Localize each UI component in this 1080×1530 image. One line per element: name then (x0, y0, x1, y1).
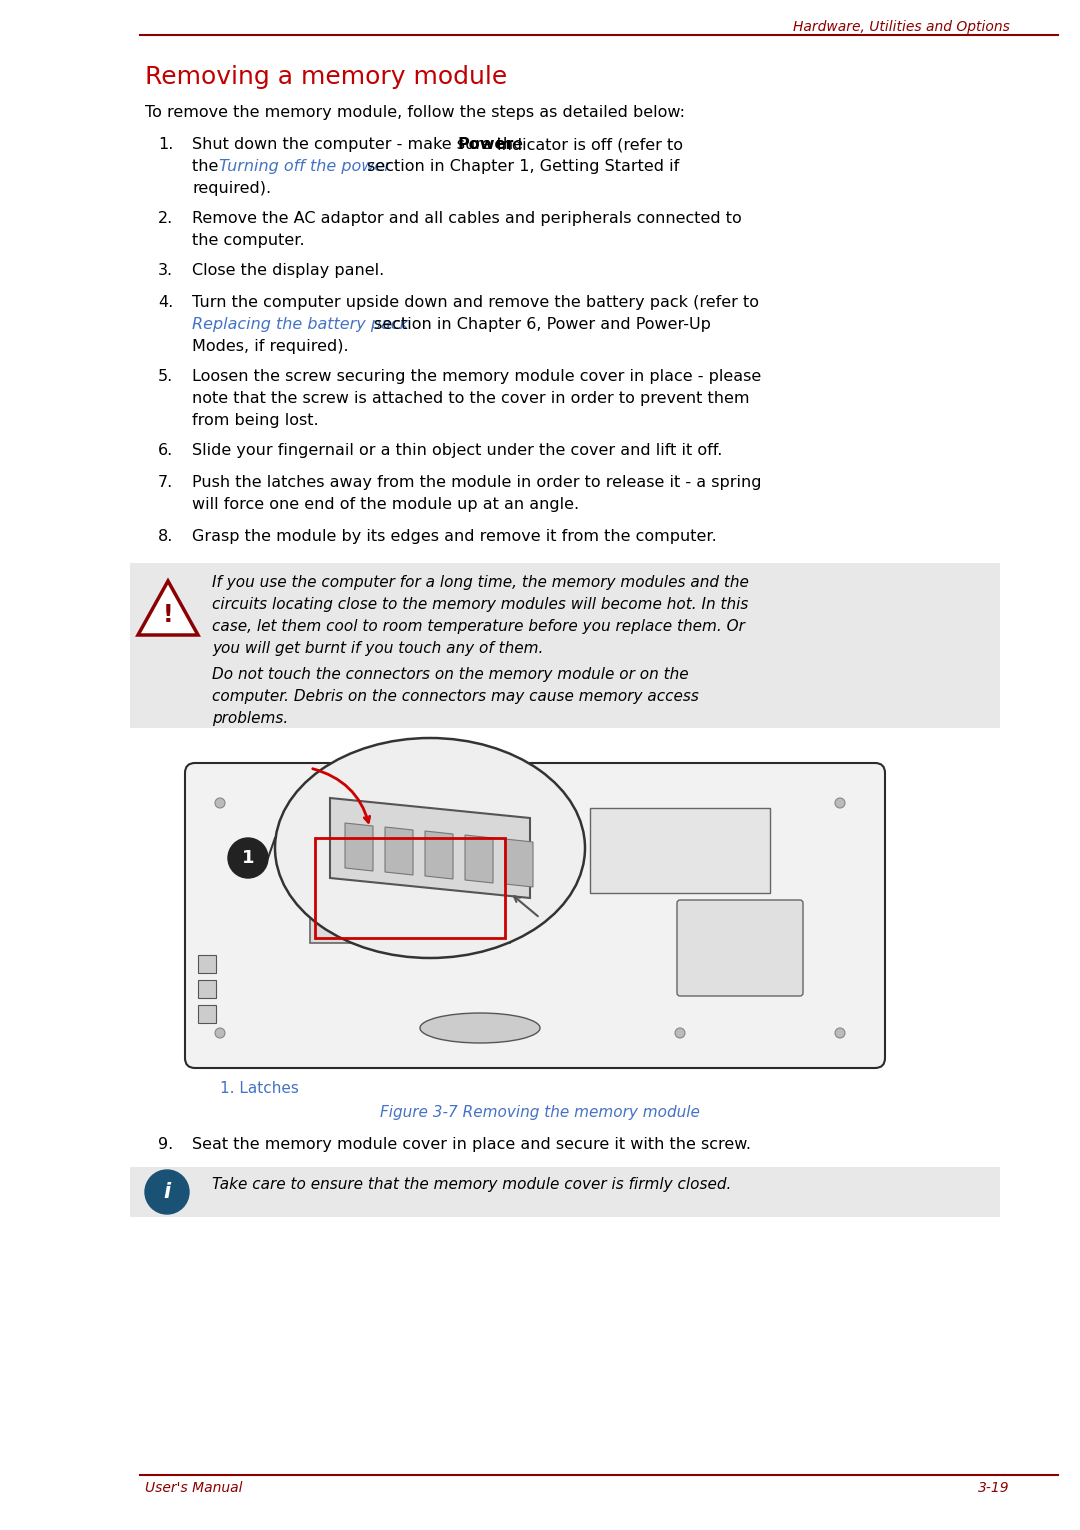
Bar (198, 955, 216, 973)
Text: 2.: 2. (158, 211, 173, 226)
Text: problems.: problems. (212, 711, 288, 727)
Bar (310, 832, 510, 942)
Text: Seat the memory module cover in place and secure it with the screw.: Seat the memory module cover in place an… (192, 1137, 751, 1152)
Text: case, let them cool to room temperature before you replace them. Or: case, let them cool to room temperature … (212, 620, 745, 633)
Text: the: the (192, 159, 224, 174)
Text: 1: 1 (242, 849, 254, 868)
Text: To remove the memory module, follow the steps as detailed below:: To remove the memory module, follow the … (145, 106, 685, 119)
Text: Shut down the computer - make sure the: Shut down the computer - make sure the (192, 138, 528, 151)
Polygon shape (138, 581, 198, 635)
Circle shape (215, 799, 225, 808)
Polygon shape (384, 828, 413, 875)
Text: Slide your fingernail or a thin object under the cover and lift it off.: Slide your fingernail or a thin object u… (192, 444, 723, 457)
Text: 1.: 1. (158, 138, 174, 151)
Text: from being lost.: from being lost. (192, 413, 319, 428)
Text: 3.: 3. (158, 263, 173, 278)
Text: !: ! (163, 603, 173, 627)
Text: Take care to ensure that the memory module cover is firmly closed.: Take care to ensure that the memory modu… (212, 1177, 731, 1192)
Text: Hardware, Utilities and Options: Hardware, Utilities and Options (793, 20, 1010, 34)
Text: 1. Latches: 1. Latches (220, 1082, 299, 1095)
Text: you will get burnt if you touch any of them.: you will get burnt if you touch any of t… (212, 641, 543, 656)
Text: i: i (163, 1183, 171, 1203)
Text: will force one end of the module up at an angle.: will force one end of the module up at a… (192, 497, 579, 513)
Text: 6.: 6. (158, 444, 173, 457)
Ellipse shape (420, 1013, 540, 1043)
Text: Grasp the module by its edges and remove it from the computer.: Grasp the module by its edges and remove… (192, 529, 717, 545)
Text: required).: required). (192, 181, 271, 196)
Text: note that the screw is attached to the cover in order to prevent them: note that the screw is attached to the c… (192, 392, 750, 405)
Text: Power: Power (458, 138, 514, 151)
Text: Removing a memory module: Removing a memory module (145, 64, 508, 89)
Text: Figure 3-7 Removing the memory module: Figure 3-7 Removing the memory module (380, 1105, 700, 1120)
FancyBboxPatch shape (130, 1167, 1000, 1216)
Circle shape (228, 838, 268, 878)
Polygon shape (330, 799, 530, 898)
Text: Turning off the power: Turning off the power (219, 159, 391, 174)
Text: Turn the computer upside down and remove the battery pack (refer to: Turn the computer upside down and remove… (192, 295, 759, 311)
Text: Modes, if required).: Modes, if required). (192, 340, 349, 353)
Polygon shape (505, 838, 534, 887)
Text: circuits locating close to the memory modules will become hot. In this: circuits locating close to the memory mo… (212, 597, 748, 612)
Text: Close the display panel.: Close the display panel. (192, 263, 384, 278)
Text: Remove the AC adaptor and all cables and peripherals connected to: Remove the AC adaptor and all cables and… (192, 211, 742, 226)
Circle shape (145, 1170, 189, 1213)
Text: 8.: 8. (158, 529, 174, 545)
Ellipse shape (275, 737, 585, 958)
Text: indicator is off (refer to: indicator is off (refer to (492, 138, 683, 151)
Text: 4.: 4. (158, 295, 173, 311)
Bar (198, 981, 216, 998)
Text: Push the latches away from the module in order to release it - a spring: Push the latches away from the module in… (192, 474, 761, 490)
Text: 7.: 7. (158, 474, 173, 490)
Polygon shape (426, 831, 453, 880)
Text: the computer.: the computer. (192, 233, 305, 248)
Text: Do not touch the connectors on the memory module or on the: Do not touch the connectors on the memor… (212, 667, 689, 682)
Circle shape (535, 788, 545, 799)
Bar (590, 808, 770, 894)
FancyBboxPatch shape (185, 763, 885, 1068)
Text: If you use the computer for a long time, the memory modules and the: If you use the computer for a long time,… (212, 575, 748, 591)
Text: 5.: 5. (158, 369, 173, 384)
Text: 9.: 9. (158, 1137, 173, 1152)
Polygon shape (465, 835, 492, 883)
Circle shape (215, 1028, 225, 1037)
Text: Loosen the screw securing the memory module cover in place - please: Loosen the screw securing the memory mod… (192, 369, 761, 384)
Text: computer. Debris on the connectors may cause memory access: computer. Debris on the connectors may c… (212, 688, 699, 704)
FancyBboxPatch shape (677, 900, 804, 996)
Bar (198, 1005, 216, 1024)
Bar (315, 838, 505, 938)
Circle shape (835, 1028, 845, 1037)
Circle shape (835, 799, 845, 808)
Text: section in Chapter 1, Getting Started if: section in Chapter 1, Getting Started if (363, 159, 679, 174)
FancyBboxPatch shape (130, 563, 1000, 728)
Text: Replacing the battery pack: Replacing the battery pack (192, 317, 408, 332)
Polygon shape (345, 823, 373, 871)
Text: User's Manual: User's Manual (145, 1481, 243, 1495)
Text: 3-19: 3-19 (978, 1481, 1010, 1495)
Circle shape (675, 1028, 685, 1037)
Text: section in Chapter 6, Power and Power-Up: section in Chapter 6, Power and Power-Up (369, 317, 712, 332)
